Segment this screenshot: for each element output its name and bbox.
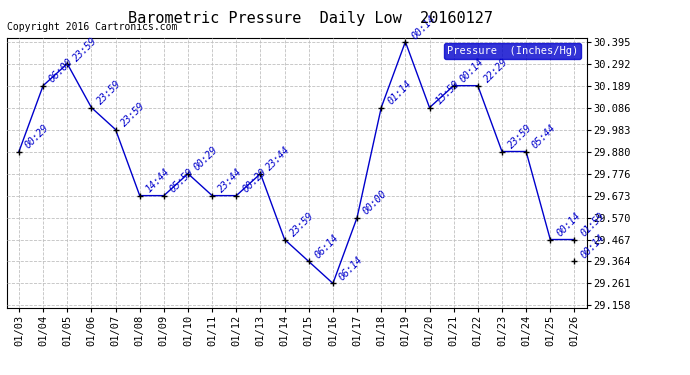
Text: Copyright 2016 Cartronics.com: Copyright 2016 Cartronics.com bbox=[7, 22, 177, 32]
Text: 01:59: 01:59 bbox=[579, 211, 607, 239]
Text: 00:29: 00:29 bbox=[193, 145, 220, 173]
Text: 23:59: 23:59 bbox=[72, 35, 99, 63]
Text: 23:59: 23:59 bbox=[120, 101, 148, 129]
Text: 14:44: 14:44 bbox=[144, 167, 172, 195]
Text: 23:44: 23:44 bbox=[265, 145, 293, 173]
Text: 00:14: 00:14 bbox=[555, 211, 582, 239]
Text: 22:29: 22:29 bbox=[482, 57, 510, 85]
Text: 06:14: 06:14 bbox=[313, 233, 341, 261]
Text: 00:00: 00:00 bbox=[362, 189, 389, 217]
Text: 00:14: 00:14 bbox=[458, 57, 486, 85]
Text: 00:29: 00:29 bbox=[23, 123, 51, 151]
Text: 00:14: 00:14 bbox=[579, 233, 607, 261]
Text: 13:59: 13:59 bbox=[434, 79, 462, 107]
Text: 23:59: 23:59 bbox=[289, 211, 317, 239]
Text: 00:14: 00:14 bbox=[410, 13, 437, 41]
Text: 06:00: 06:00 bbox=[48, 57, 75, 85]
Text: Barometric Pressure  Daily Low  20160127: Barometric Pressure Daily Low 20160127 bbox=[128, 11, 493, 26]
Text: 06:14: 06:14 bbox=[337, 255, 365, 283]
Text: 23:59: 23:59 bbox=[506, 123, 534, 151]
Text: 01:14: 01:14 bbox=[386, 79, 413, 107]
Text: 23:44: 23:44 bbox=[217, 167, 244, 195]
Text: 05:44: 05:44 bbox=[531, 123, 558, 151]
Text: 05:59: 05:59 bbox=[168, 167, 196, 195]
Text: 00:29: 00:29 bbox=[241, 167, 268, 195]
Legend: Pressure  (Inches/Hg): Pressure (Inches/Hg) bbox=[444, 43, 581, 59]
Text: 23:59: 23:59 bbox=[96, 79, 124, 107]
